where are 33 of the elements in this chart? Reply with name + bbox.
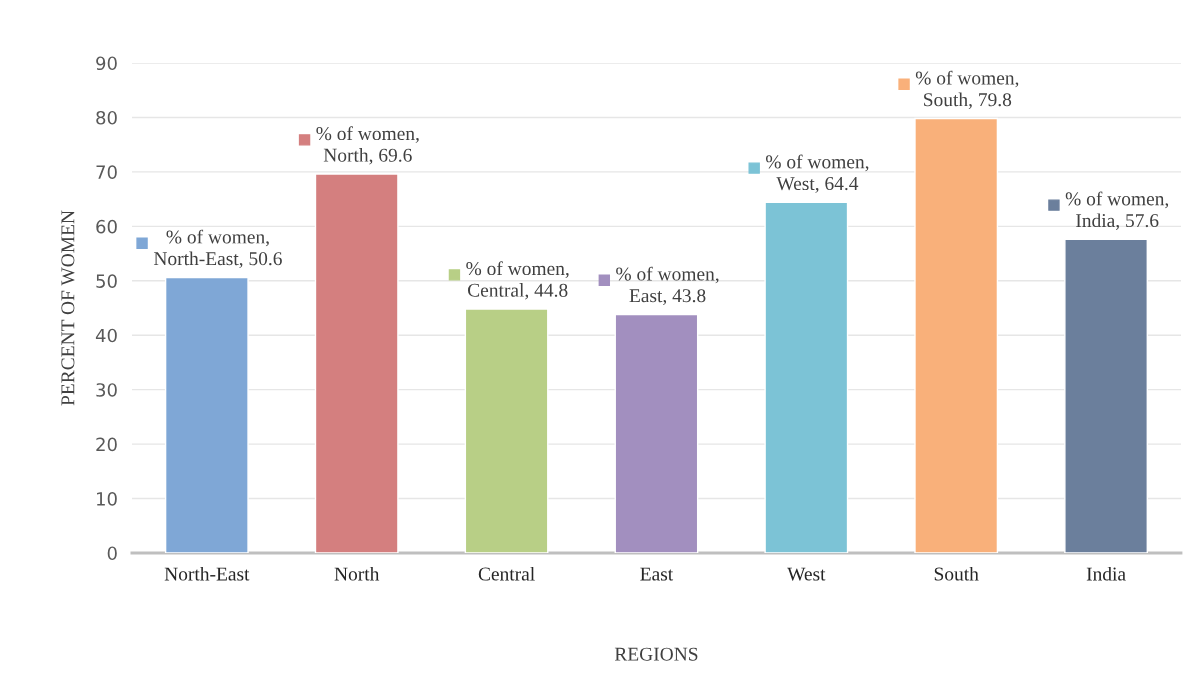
- data-label: % of women, North, 69.6: [316, 126, 419, 165]
- y-tick-label: 20: [96, 437, 117, 452]
- x-tick-label: India: [1086, 566, 1126, 581]
- data-label: % of women, Central, 44.8: [466, 261, 569, 300]
- x-axis-title: REGIONS: [614, 647, 698, 661]
- y-tick-label: 30: [96, 383, 117, 397]
- bar: [464, 308, 549, 553]
- x-tick-label: West: [787, 567, 826, 581]
- y-tick-label: 60: [96, 219, 117, 234]
- bar: [164, 276, 249, 553]
- data-label: % of women, North-East, 50.6: [153, 229, 282, 269]
- bar: [314, 173, 399, 553]
- x-tick-label: North: [334, 566, 380, 581]
- data-label: % of women, West, 64.4: [765, 154, 869, 193]
- y-tick-label: 50: [96, 274, 117, 288]
- y-tick-label: 40: [95, 328, 117, 343]
- bar: [1064, 238, 1148, 553]
- y-tick-label: 10: [97, 492, 117, 506]
- bar: [614, 313, 699, 553]
- y-tick-label: 0: [107, 546, 117, 561]
- x-tick-label: Central: [478, 566, 535, 581]
- data-label: % of women, India, 57.6: [1065, 191, 1169, 230]
- x-tick-label: North-East: [164, 566, 250, 581]
- y-tick-label: 70: [96, 165, 117, 180]
- data-label: % of women, East, 43.8: [616, 266, 719, 306]
- x-tick-label: East: [640, 567, 674, 581]
- bar: [764, 201, 849, 553]
- x-tick-label: South: [934, 566, 979, 581]
- y-axis-title: PERCENT OF WOMEN: [61, 210, 75, 406]
- data-label: % of women, South, 79.8: [915, 70, 1019, 110]
- bar: [914, 117, 999, 553]
- y-tick-label: 90: [96, 56, 117, 71]
- y-tick-label: 80: [96, 110, 117, 125]
